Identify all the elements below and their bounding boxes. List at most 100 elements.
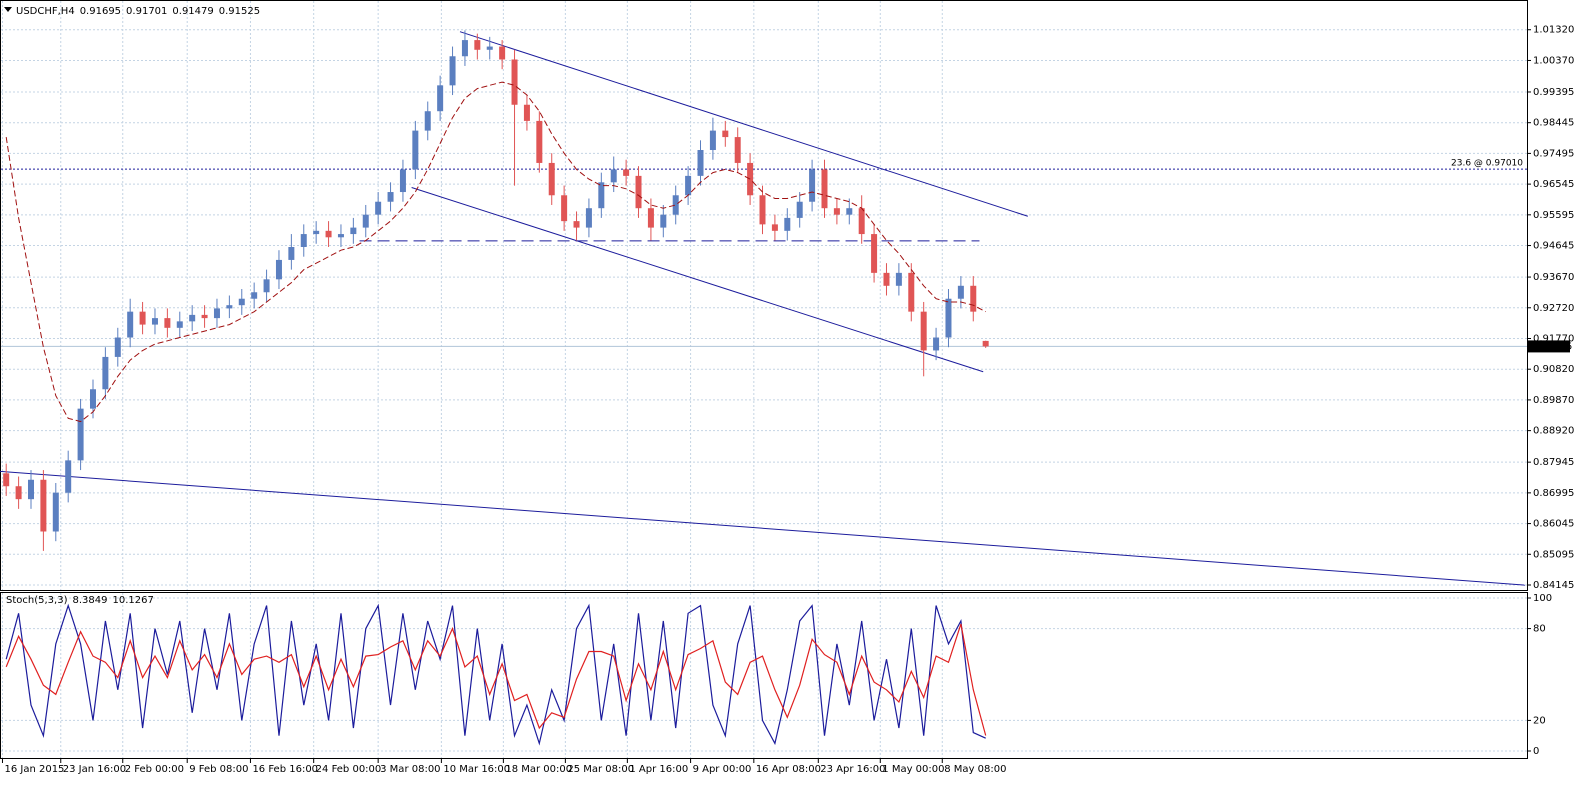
candle-body [102,356,109,390]
candle-body [375,201,382,215]
y-tick-label: 0.86995 [1533,488,1574,499]
candle-body [164,318,171,328]
y-tick-label: 0.97495 [1533,148,1574,159]
candle-body [833,208,840,215]
candle-body [15,486,22,500]
candle-body [871,234,878,273]
stoch-signal-value: 10.1267 [112,595,153,606]
y-tick-label: 1.01320 [1533,25,1574,36]
candle-body [226,305,233,309]
y-tick-label: 0 [1533,746,1539,757]
y-tick-label: 80 [1533,624,1546,635]
candle-body [858,208,865,235]
candle-body [486,46,493,50]
x-tick-label: 24 Feb 00:00 [316,764,382,775]
candle-body [461,40,468,57]
candle-body [945,298,952,338]
y-tick-label: 100 [1533,593,1552,604]
x-tick-label: 1 Apr 16:00 [629,764,688,775]
candle-body [65,460,72,493]
y-tick-label: 0.96545 [1533,179,1574,190]
y-tick-label: 0.93670 [1533,272,1574,283]
y-tick-label: 0.86045 [1533,519,1574,530]
trend-line [459,31,1028,217]
x-tick-label: 10 Mar 16:00 [443,764,510,775]
x-tick-label: 1 May 00:00 [882,764,944,775]
candle-body [399,169,406,193]
y-tick-label: 0.87945 [1533,457,1574,468]
candle-body [970,285,977,312]
main-header: USDCHF,H4 0.91695 0.91701 0.91479 0.91525 [16,6,260,17]
trend-line [0,470,1526,586]
candle-body [697,150,704,176]
candle-body [437,85,444,112]
candle-body [635,175,642,209]
candle-body [982,340,989,347]
candle-body [424,111,431,131]
x-tick-label: 25 Mar 08:00 [567,764,634,775]
candle-body [796,201,803,218]
menu-triangle [4,7,12,12]
header-open: 0.91695 [80,6,121,17]
candle-body [846,208,853,215]
candle-body [189,314,196,322]
stoch-line [5,603,986,746]
candle-body [139,311,146,325]
candle-body [511,59,518,105]
stoch-main-value: 8.3849 [72,595,107,606]
x-tick-label: 16 Jan 2015 [4,764,64,775]
stoch-title: Stoch(5,3,3) [6,595,68,606]
candle-body [573,221,580,228]
candle-body [920,311,927,351]
stoch-panel [0,592,1528,759]
candle-body [561,195,568,222]
candle-body [313,230,320,235]
candle-body [151,318,158,325]
y-tick-label: 0.92720 [1533,303,1574,314]
candle-body [784,217,791,231]
candle-body [337,234,344,238]
candle-body [127,311,134,338]
moving-average [5,81,986,423]
candle-body [647,208,654,228]
x-tick-label: 23 Apr 16:00 [820,764,885,775]
symbol: USDCHF,H4 [16,6,75,17]
candle-body [52,492,59,532]
candle-body [957,285,964,299]
candle-body [77,408,84,461]
current-price-label: 0.91525 [1531,341,1572,352]
candle-body [387,192,394,202]
x-tick-label: 16 Apr 08:00 [756,764,821,775]
candle-body [449,56,456,86]
candle-body [201,314,208,319]
y-tick-label: 0.91770 [1533,333,1574,344]
candle-body [523,104,530,121]
candle-body [3,473,10,487]
candle-body [933,337,940,351]
candle-body [176,321,183,328]
candle-body [672,195,679,215]
candle-body [895,272,902,286]
candle-body [883,272,890,286]
candle-body [709,130,716,151]
candle-body [623,169,630,176]
candle-body [499,46,506,60]
x-tick-label: 9 Apr 00:00 [693,764,752,775]
candle-body [660,214,667,228]
candle-body [771,224,778,231]
candle-body [275,259,282,280]
candle-body [263,279,270,293]
y-tick-label: 0.99395 [1533,87,1574,98]
candle-body [734,137,741,163]
stoch-header: Stoch(5,3,3) 8.3849 10.1267 [6,595,154,606]
candle-body [40,479,47,532]
candle-body [238,298,245,306]
fib-label: 23.6 @ 0.97010 [1451,159,1523,169]
candle-body [251,292,258,299]
x-tick-label: 18 Mar 00:00 [505,764,572,775]
y-tick-label: 0.85095 [1533,549,1574,560]
candle-body [598,182,605,209]
y-tick-label: 0.95595 [1533,210,1574,221]
candle-body [114,337,121,357]
